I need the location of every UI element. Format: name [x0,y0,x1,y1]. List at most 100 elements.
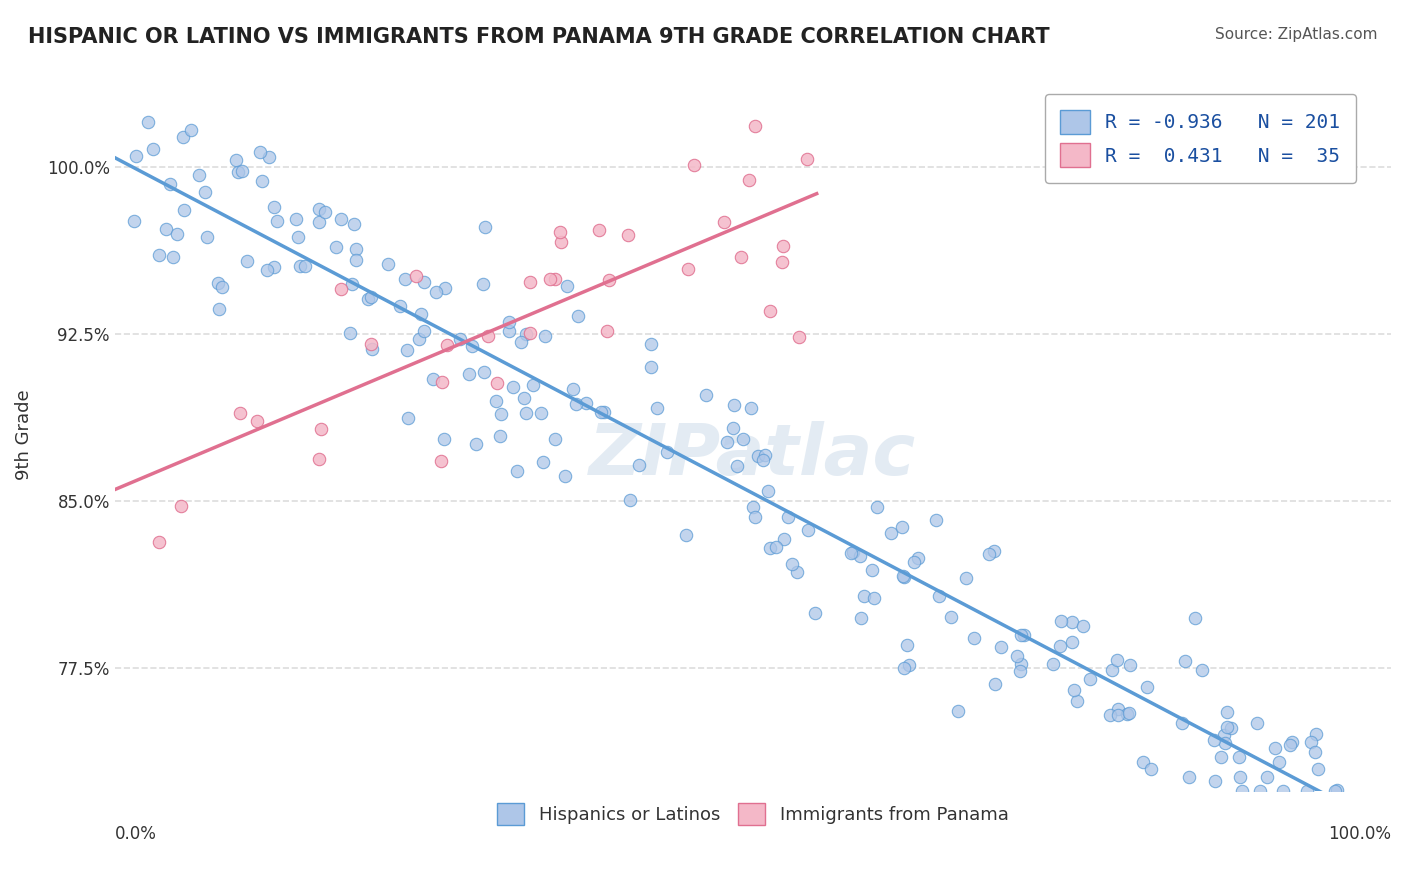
Point [946,704,969,718]
Point [1177,770,1199,784]
Point [246,414,269,428]
Point [360,336,382,351]
Point [1324,784,1347,798]
Point [429,454,451,468]
Point [1078,673,1101,687]
Point [162,250,184,264]
Point [159,177,181,191]
Point [166,227,188,241]
Point [1010,628,1032,642]
Point [485,394,508,409]
Point [640,359,662,374]
Point [489,408,512,422]
Point [489,429,512,443]
Point [538,272,561,286]
Point [863,591,886,605]
Point [314,205,336,219]
Point [287,229,309,244]
Point [259,150,281,164]
Point [640,337,662,351]
Point [249,145,271,160]
Point [343,217,366,231]
Point [288,259,311,273]
Point [432,432,454,446]
Text: ZIPatlас: ZIPatlас [589,421,917,491]
Point [796,152,818,166]
Text: 100.0%: 100.0% [1329,824,1391,843]
Point [592,404,614,418]
Point [509,334,531,349]
Point [1174,654,1197,668]
Point [548,225,571,239]
Point [1066,694,1088,708]
Point [1229,750,1251,764]
Point [458,367,481,381]
Point [1295,784,1317,798]
Point [990,640,1012,654]
Point [747,449,769,463]
Point [433,281,456,295]
Point [1215,720,1237,734]
Point [1171,715,1194,730]
Point [627,458,650,473]
Point [730,250,752,264]
Point [148,248,170,262]
Point [655,444,678,458]
Point [125,149,148,163]
Point [1230,784,1253,798]
Point [907,550,929,565]
Point [1271,784,1294,798]
Point [925,513,948,527]
Point [231,163,253,178]
Point [756,483,779,498]
Point [360,290,382,304]
Point [502,380,524,394]
Point [187,168,209,182]
Point [754,448,776,462]
Text: Source: ZipAtlas.com: Source: ZipAtlas.com [1215,27,1378,42]
Point [436,337,458,351]
Point [596,324,619,338]
Point [124,213,146,227]
Point [1063,682,1085,697]
Point [208,301,231,316]
Point [1008,664,1031,678]
Point [522,378,544,392]
Point [842,545,865,559]
Point [148,535,170,549]
Point [1119,658,1142,673]
Point [1042,657,1064,671]
Point [1062,634,1084,648]
Point [1010,657,1032,671]
Point [263,260,285,274]
Point [142,142,165,156]
Point [226,165,249,179]
Point [356,292,378,306]
Point [588,223,610,237]
Point [1256,770,1278,784]
Point [325,239,347,253]
Point [256,262,278,277]
Point [928,590,950,604]
Point [1308,762,1330,776]
Point [1249,784,1271,798]
Point [361,342,384,356]
Point [207,277,229,291]
Point [1136,680,1159,694]
Point [395,343,418,357]
Point [1014,628,1036,642]
Point [1246,715,1268,730]
Point [329,282,352,296]
Point [1215,736,1237,750]
Point [683,158,706,172]
Point [567,309,589,323]
Point [1107,708,1129,723]
Point [225,153,247,167]
Point [772,239,794,253]
Point [1071,619,1094,633]
Point [519,275,541,289]
Point [1062,615,1084,629]
Point [1107,702,1129,716]
Point [778,509,800,524]
Point [562,382,585,396]
